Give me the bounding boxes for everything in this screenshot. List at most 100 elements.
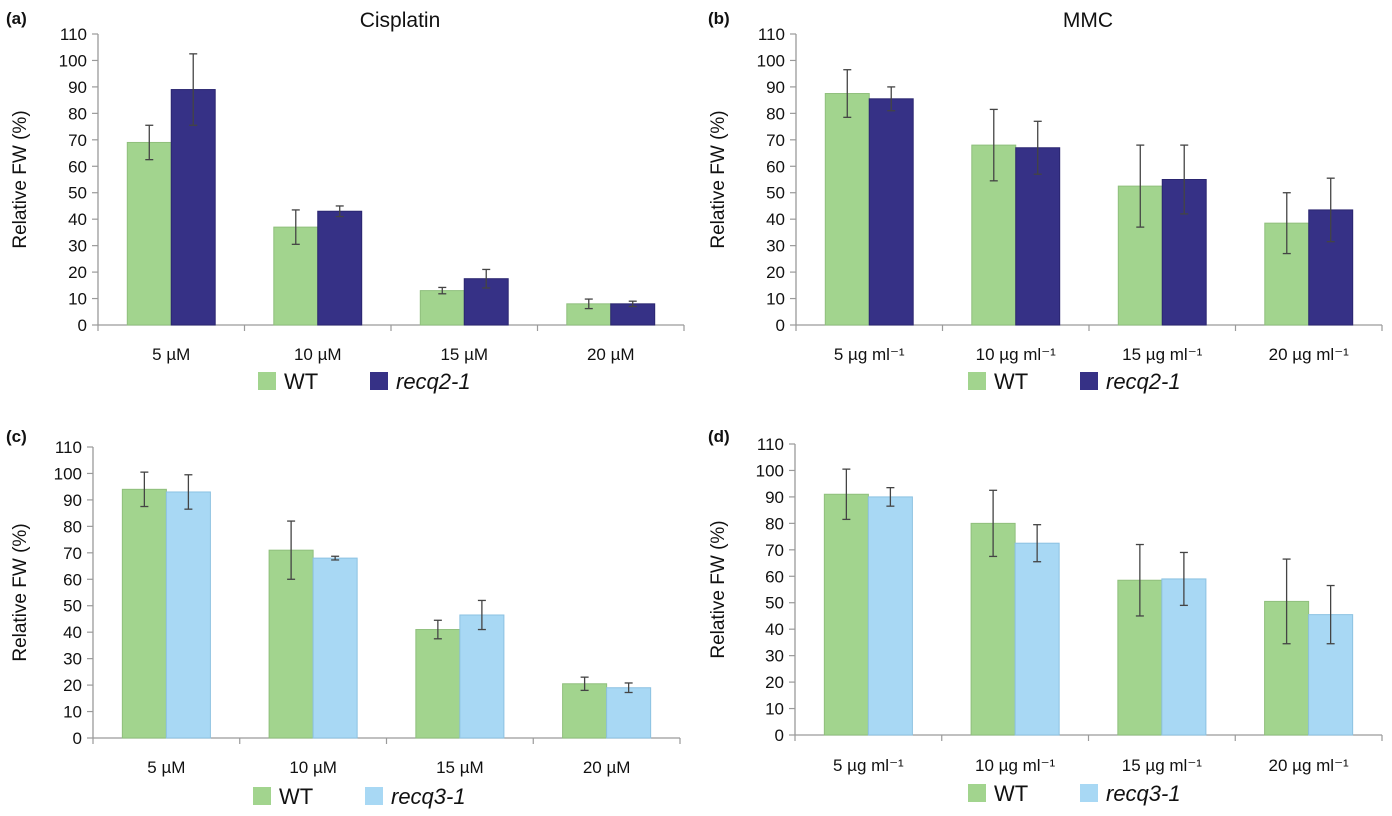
legend-swatch xyxy=(1080,372,1098,390)
bar-wt-1 xyxy=(823,493,869,736)
legend-swatch xyxy=(258,372,276,390)
y-tick-label: 40 xyxy=(765,620,784,639)
y-tick-label: 50 xyxy=(765,594,784,613)
x-tick-label: 20 µM xyxy=(583,758,631,777)
legend-label: WT xyxy=(279,784,313,809)
x-tick-label: 10 µg ml⁻¹ xyxy=(976,345,1057,364)
legend-swatch xyxy=(370,372,388,390)
y-tick-label: 90 xyxy=(766,78,785,97)
legend-label: WT xyxy=(994,781,1028,806)
legend-label: recq2-1 xyxy=(396,369,471,394)
bar-recq3-1-4 xyxy=(606,687,652,739)
x-tick-label: 20 µg ml⁻¹ xyxy=(1269,756,1350,775)
x-tick-label: 15 µg ml⁻¹ xyxy=(1122,756,1203,775)
bar-wt-3 xyxy=(415,629,461,739)
y-tick-label: 0 xyxy=(78,316,87,335)
bar-wt-4 xyxy=(562,683,608,739)
y-tick-label: 40 xyxy=(68,210,87,229)
y-axis-label: Relative FW (%) xyxy=(708,110,729,248)
legend-label: recq3-1 xyxy=(391,784,466,809)
y-tick-label: 70 xyxy=(63,544,82,563)
panel-label: (d) xyxy=(708,427,730,446)
y-tick-label: 10 xyxy=(63,703,82,722)
y-tick-label: 0 xyxy=(776,316,785,335)
y-tick-label: 100 xyxy=(54,464,82,483)
y-tick-label: 100 xyxy=(757,51,785,70)
bar-recq3-1-1 xyxy=(867,496,913,736)
x-tick-label: 20 µg ml⁻¹ xyxy=(1269,345,1350,364)
y-tick-label: 60 xyxy=(766,157,785,176)
legend: WT recq3-1 xyxy=(968,781,1181,806)
y-tick-label: 30 xyxy=(68,237,87,256)
y-tick-label: 100 xyxy=(756,461,784,480)
y-tick-label: 80 xyxy=(765,514,784,533)
legend-label: WT xyxy=(284,369,318,394)
y-tick-label: 110 xyxy=(757,435,784,454)
y-tick-label: 70 xyxy=(68,131,87,150)
y-tick-label: 110 xyxy=(55,438,82,457)
x-tick-label: 15 µg ml⁻¹ xyxy=(1122,345,1203,364)
legend-label: recq2-1 xyxy=(1106,369,1181,394)
bar-wt-3 xyxy=(419,290,465,326)
y-tick-label: 10 xyxy=(766,290,785,309)
bar-wt-1 xyxy=(824,93,870,326)
y-tick-label: 70 xyxy=(765,541,784,560)
y-tick-label: 0 xyxy=(775,726,784,745)
y-tick-label: 30 xyxy=(765,647,784,666)
bar-recq2-1-2 xyxy=(317,210,363,326)
legend-swatch xyxy=(968,784,986,802)
x-tick-label: 10 µM xyxy=(294,345,342,364)
y-tick-label: 50 xyxy=(766,184,785,203)
bar-recq3-1-3 xyxy=(459,614,505,739)
y-axis-label: Relative FW (%) xyxy=(10,110,31,248)
y-tick-label: 10 xyxy=(68,290,87,309)
y-tick-label: 20 xyxy=(765,673,784,692)
x-tick-label: 5 µg ml⁻¹ xyxy=(833,756,904,775)
y-axis-label: Relative FW (%) xyxy=(10,523,31,661)
panel-label: (c) xyxy=(6,427,27,446)
bar-wt-2 xyxy=(970,522,1016,736)
legend-swatch xyxy=(1080,784,1098,802)
y-tick-label: 70 xyxy=(766,131,785,150)
y-tick-label: 80 xyxy=(766,104,785,123)
bar-recq2-1-1 xyxy=(170,89,216,326)
legend-swatch xyxy=(968,372,986,390)
legend: WT recq3-1 xyxy=(253,784,466,809)
panel-label: (b) xyxy=(708,9,730,28)
bar-recq2-1-1 xyxy=(868,98,914,326)
y-tick-label: 90 xyxy=(765,488,784,507)
panel-label: (a) xyxy=(6,9,27,28)
y-tick-label: 60 xyxy=(68,157,87,176)
x-tick-label: 5 µM xyxy=(152,345,190,364)
y-tick-label: 40 xyxy=(63,623,82,642)
chart-panel-4: (d) Relative FW (%) 0 10 20 30 40 50 60 70 80 90 100… xyxy=(708,427,1383,806)
bar-recq3-1-2 xyxy=(312,557,358,739)
y-tick-label: 90 xyxy=(68,78,87,97)
y-tick-label: 90 xyxy=(63,491,82,510)
x-tick-label: 20 µM xyxy=(587,345,635,364)
legend-label: WT xyxy=(994,369,1028,394)
chart-panel-1: (a) Cisplatin Relative FW (%) 0 10 20 30 40 50 60… xyxy=(6,9,685,394)
chart-title: MMC xyxy=(1063,9,1113,32)
y-tick-label: 30 xyxy=(63,650,82,669)
y-tick-label: 80 xyxy=(68,104,87,123)
y-tick-label: 40 xyxy=(766,210,785,229)
chart-title: Cisplatin xyxy=(360,9,441,32)
y-tick-label: 10 xyxy=(765,700,784,719)
bar-recq3-1-2 xyxy=(1014,542,1060,736)
bar-wt-2 xyxy=(268,549,314,739)
legend-swatch xyxy=(365,787,383,805)
y-tick-label: 60 xyxy=(765,567,784,586)
y-tick-label: 80 xyxy=(63,517,82,536)
x-tick-label: 15 µM xyxy=(436,758,484,777)
y-tick-label: 20 xyxy=(766,263,785,282)
y-tick-label: 0 xyxy=(73,729,82,748)
x-tick-label: 10 µg ml⁻¹ xyxy=(975,756,1056,775)
y-tick-label: 100 xyxy=(59,51,87,70)
legend: WT recq2-1 xyxy=(968,369,1181,394)
y-axis-label: Relative FW (%) xyxy=(708,520,729,658)
legend-label: recq3-1 xyxy=(1106,781,1181,806)
bar-recq3-1-1 xyxy=(165,491,211,739)
x-tick-label: 5 µg ml⁻¹ xyxy=(834,345,905,364)
